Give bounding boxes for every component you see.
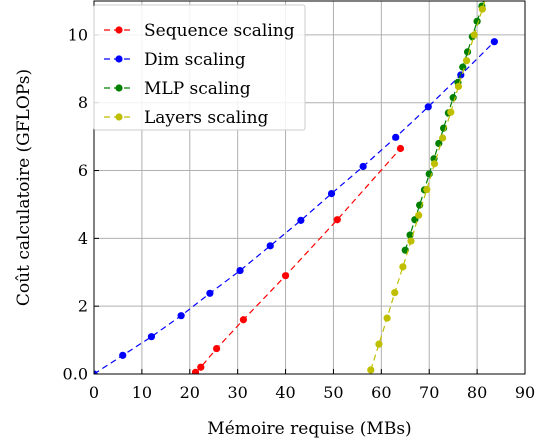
dim-scaling-point: [206, 289, 214, 297]
dim-scaling-point: [147, 333, 156, 341]
sequence-scaling-point: [396, 144, 405, 153]
sequence-scaling-point: [281, 272, 290, 280]
mlp-scaling-point: [406, 231, 414, 239]
x-tick-label: 30: [227, 383, 247, 402]
series-sequence-scaling: [191, 144, 405, 374]
sequence-scaling-point: [191, 368, 200, 374]
sequence-scaling-point: [333, 216, 341, 224]
layers-scaling-point: [399, 263, 407, 271]
series-layers-scaling: [367, 1, 486, 374]
dim-scaling-point: [177, 312, 185, 320]
dim-scaling-line: [94, 41, 495, 374]
axis-ticks: 0 10 20 30 40 50 60 70 80 90 0.0 2 4 6 8 10: [63, 25, 536, 402]
x-axis-title: Mémoire requise (MBs): [207, 419, 411, 439]
layers-scaling-point: [383, 314, 391, 322]
layers-scaling-line: [370, 1, 486, 371]
legend-label-layers-scaling: Layers scaling: [144, 108, 269, 128]
sequence-scaling-point: [197, 363, 205, 371]
y-axis-title: Coût calculatoire (GFLOPs): [14, 69, 34, 306]
y-tick-label: 0.0: [63, 365, 88, 384]
layers-scaling-point: [470, 31, 478, 39]
dim-scaling-point: [359, 162, 367, 171]
y-tick-label: 10: [68, 25, 88, 44]
legend-marker-mlp-scaling: [115, 84, 123, 92]
dim-scaling-point: [119, 351, 127, 359]
sequence-scaling-point: [212, 344, 221, 353]
mlp-scaling-point: [459, 63, 467, 71]
x-tick-label: 90: [515, 383, 535, 402]
sequence-scaling-point: [239, 316, 248, 324]
legend-marker-layers-scaling: [115, 113, 123, 121]
x-tick-label: 0: [89, 383, 99, 402]
legend-box: [93, 4, 306, 131]
x-tick-label: 20: [180, 383, 200, 402]
x-tick-label: 40: [275, 383, 295, 402]
layers-scaling-point: [447, 108, 455, 116]
dim-scaling-point: [236, 266, 244, 275]
legend-label-mlp-scaling: MLP scaling: [144, 79, 251, 99]
data-series-group: [94, 1, 498, 374]
series-dim-scaling: [94, 38, 498, 374]
dim-scaling-point: [327, 190, 336, 198]
layers-scaling-point: [423, 185, 431, 194]
dim-scaling-point: [392, 133, 400, 141]
mlp-scaling-point: [473, 17, 481, 25]
y-tick-label: 8: [78, 93, 88, 112]
y-tick-label: 4: [78, 229, 88, 248]
x-tick-label: 50: [323, 383, 343, 402]
dim-scaling-point: [490, 38, 498, 46]
legend-marker-dim-scaling: [115, 55, 123, 63]
x-tick-label: 60: [371, 383, 391, 402]
layers-scaling-point: [407, 237, 415, 245]
layers-scaling-point: [430, 160, 439, 168]
dim-scaling-point: [94, 370, 98, 374]
legend-label-dim-scaling: Dim scaling: [144, 50, 246, 70]
dim-scaling-point: [424, 103, 432, 111]
y-tick-label: 2: [78, 297, 88, 316]
x-tick-label: 70: [419, 383, 439, 402]
layers-scaling-point: [439, 134, 447, 142]
legend-marker-sequence-scaling: [115, 26, 123, 34]
legend-label-sequence-scaling: Sequence scaling: [144, 21, 295, 41]
layers-scaling-point: [478, 5, 486, 13]
dim-scaling-point: [297, 216, 305, 224]
layers-scaling-point: [462, 57, 471, 65]
layers-scaling-point: [454, 82, 463, 91]
x-tick-label: 10: [132, 383, 152, 402]
legend: Sequence scaling Dim scaling MLP scaling La…: [93, 4, 306, 131]
plot-frame: [93, 0, 526, 375]
sequence-scaling-line: [195, 148, 401, 373]
dim-scaling-point: [266, 242, 274, 250]
layers-scaling-point: [391, 289, 399, 297]
x-tick-label: 80: [467, 383, 487, 402]
layers-scaling-point: [415, 211, 423, 219]
y-tick-label: 6: [78, 161, 88, 180]
layers-scaling-point: [375, 340, 383, 348]
layers-scaling-point: [367, 366, 375, 374]
